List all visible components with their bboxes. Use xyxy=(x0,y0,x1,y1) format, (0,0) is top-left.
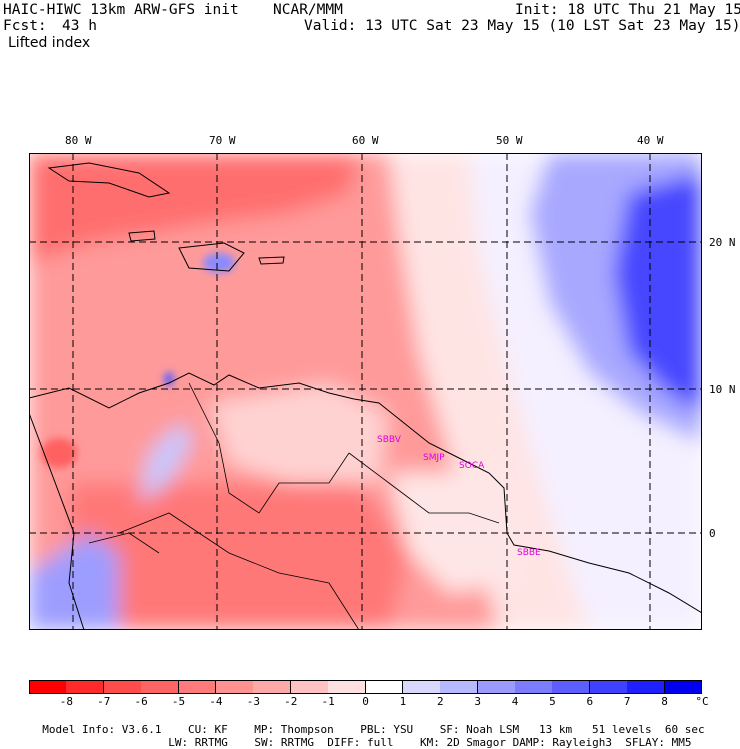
station-label: SOCA xyxy=(459,461,485,471)
lon-label-60w: 60 W xyxy=(352,134,379,147)
colorbar-swatch xyxy=(290,680,329,694)
colorbar-swatch xyxy=(29,680,67,694)
colorbar-swatch xyxy=(103,680,142,694)
field-amazon xyxy=(69,483,409,630)
lat-label-equator: 0 xyxy=(709,527,716,540)
colorbar-swatch xyxy=(365,680,404,694)
colorbar-swatch xyxy=(440,680,479,694)
footer-diff: DIFF: full xyxy=(327,736,394,749)
colorbar-swatch xyxy=(253,680,292,694)
colorbar-tick-label: -4 xyxy=(209,695,223,708)
colorbar-swatch xyxy=(477,680,516,694)
organization-label: NCAR/MMM xyxy=(273,2,343,18)
colorbar-tick-label: 6 xyxy=(586,695,594,708)
colorbar-swatch xyxy=(402,680,441,694)
colorbar-swatch xyxy=(178,680,217,694)
coastlines xyxy=(29,162,702,630)
border-guyana-brazil xyxy=(429,512,500,524)
coast-puerto-rico xyxy=(258,256,285,265)
border-peru-brazil xyxy=(118,512,360,630)
lat-label-10n: 10 N xyxy=(709,383,736,396)
field-caribbean xyxy=(29,153,359,263)
field-andes-south xyxy=(29,533,119,630)
field-pacific-red xyxy=(41,438,77,468)
lifted-index-map: SBBV SMJP SOCA SBBE xyxy=(29,153,702,630)
colorbar-tick-label: 4 xyxy=(511,695,519,708)
lon-label-50w: 50 W xyxy=(496,134,523,147)
map-frame xyxy=(29,153,702,630)
colorbar-tick-label: 2 xyxy=(436,695,444,708)
colorbar-tick-label: -6 xyxy=(134,695,148,708)
footer-km: KM: 2D Smagor xyxy=(419,736,507,749)
colorbar-swatch xyxy=(589,680,628,694)
graticule xyxy=(29,153,702,630)
field-venezuela xyxy=(209,383,389,483)
colorbar-swatch xyxy=(141,680,180,694)
colorbar-tick-label: -1 xyxy=(321,695,335,708)
footer-cu: CU: KF xyxy=(187,723,228,736)
footer-sflay: SFLAY: MM5 xyxy=(625,736,692,749)
field-hispaniola-blue xyxy=(203,253,235,273)
colorbar-swatch xyxy=(627,680,666,694)
colorbar-unit: °C xyxy=(695,695,709,708)
coast-jamaica xyxy=(128,230,156,242)
colorbar-tick-label: -8 xyxy=(59,695,73,708)
colorbar-swatch xyxy=(515,680,553,694)
country-borders xyxy=(88,382,500,630)
colorbar-tick-label: 7 xyxy=(623,695,631,708)
border-colombia-venezuela xyxy=(188,382,350,514)
colorbar-tick-label: 3 xyxy=(474,695,481,708)
coast-cuba xyxy=(47,162,171,198)
colorbar-tick-label: -2 xyxy=(284,695,298,708)
colorbar-tick-label: 1 xyxy=(399,695,407,708)
lat-label-20n: 20 N xyxy=(709,236,736,249)
colorbar-tick-label: -7 xyxy=(97,695,111,708)
colorbar-swatch xyxy=(664,680,703,694)
footer-damp: DAMP: Rayleigh3 xyxy=(512,736,613,749)
footer-sw: SW: RRTMG xyxy=(254,736,314,749)
forecast-hour: 43 h xyxy=(62,18,97,34)
footer-pbl: PBL: YSU xyxy=(360,723,414,736)
field-andes-north xyxy=(139,423,194,503)
valid-time: Valid: 13 UTC Sat 23 May 15 (10 LST Sat … xyxy=(304,18,740,34)
footer-mp: MP: Thompson xyxy=(254,723,334,736)
forecast-label: Fcst: xyxy=(3,18,47,34)
footer-line-1: Model Info: V3.6.1 CU: KF MP: Thompson P… xyxy=(29,712,705,736)
colorbar-tick-label: 5 xyxy=(549,695,556,708)
colorbar-swatch xyxy=(215,680,254,694)
field-panama-blue xyxy=(164,372,174,386)
colorbar-tick-label: 0 xyxy=(362,695,369,708)
lon-label-80w: 80 W xyxy=(65,134,92,147)
footer-resolution: 13 km xyxy=(539,723,573,736)
footer-timestep: 60 sec xyxy=(664,723,705,736)
colorbar-tick-label: -5 xyxy=(171,695,186,708)
colorbar-tick-label: 8 xyxy=(661,695,668,708)
border-venezuela-guyana xyxy=(348,452,430,514)
station-label: SMJP xyxy=(423,453,445,463)
lon-label-40w: 40 W xyxy=(637,134,664,147)
footer-levels: 51 levels xyxy=(592,723,652,736)
footer-lw: LW: RRTMG xyxy=(168,736,228,749)
station-label: SBBE xyxy=(517,548,541,558)
footer-line-2: LW: RRTMG SW: RRTMG DIFF: full KM: 2D Sm… xyxy=(155,725,692,749)
colorbar-swatch xyxy=(328,680,366,694)
coast-pacific xyxy=(29,412,85,630)
lon-label-70w: 70 W xyxy=(209,134,236,147)
model-title: HAIC-HIWC 13km ARW-GFS init xyxy=(3,2,239,18)
colorbar-swatch xyxy=(66,680,105,694)
coast-south-america-north xyxy=(29,372,702,614)
footer-model-version: Model Info: V3.6.1 xyxy=(42,723,162,736)
field-name: Lifted index xyxy=(8,35,91,51)
colorbar-swatch xyxy=(552,680,591,694)
colorbar-tick-label: -3 xyxy=(246,695,260,708)
field-blue-strong xyxy=(614,173,702,413)
init-time: Init: 18 UTC Thu 21 May 15 xyxy=(515,2,740,18)
footer-sf: SF: Noah LSM xyxy=(439,723,520,736)
station-label: SBBV xyxy=(377,435,402,445)
